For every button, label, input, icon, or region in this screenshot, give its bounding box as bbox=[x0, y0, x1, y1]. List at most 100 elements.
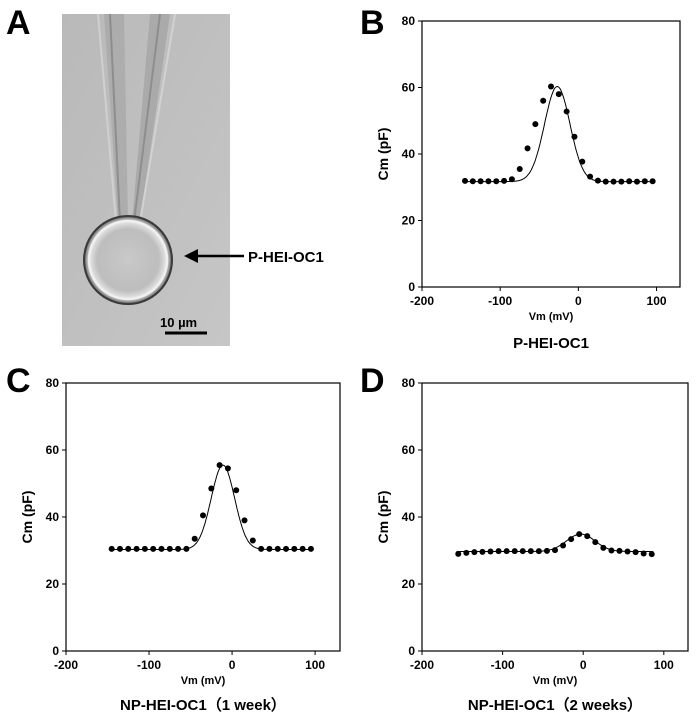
data-point bbox=[191, 535, 198, 542]
panel-letter-b: B bbox=[360, 4, 385, 42]
y-axis-title: Cm (pF) bbox=[375, 128, 391, 181]
x-tick-label: -200 bbox=[410, 658, 434, 672]
data-point bbox=[495, 548, 502, 555]
micrograph: P-HEI-OC1 10 µm bbox=[62, 13, 324, 346]
data-point bbox=[584, 533, 591, 540]
data-point bbox=[469, 178, 476, 185]
data-point bbox=[125, 545, 132, 552]
data-point bbox=[592, 539, 599, 546]
y-tick-label: 80 bbox=[402, 14, 416, 28]
data-point bbox=[477, 178, 484, 185]
data-point bbox=[616, 547, 623, 554]
panel-letter-a: A bbox=[6, 4, 31, 42]
pipette-icon bbox=[97, 13, 176, 223]
data-point bbox=[576, 531, 583, 538]
data-point bbox=[540, 97, 547, 104]
x-axis-title: Vm (mV) bbox=[533, 675, 578, 687]
cell-body bbox=[83, 215, 173, 305]
chart-d: -200 -100 0 100 0 20 40 60 80 Vm (mV) Cm (pF) NP-HE… bbox=[375, 376, 689, 714]
plot-frame bbox=[421, 20, 681, 288]
scale-bar-label: 10 µm bbox=[160, 315, 197, 330]
chart-c: -200 -100 0 100 0 20 40 60 80 Vm (mV) Cm (pF) NP-HE… bbox=[19, 376, 341, 714]
data-point bbox=[274, 545, 281, 552]
data-point bbox=[283, 545, 290, 552]
x-tick-label: -200 bbox=[410, 294, 434, 308]
x-tick-label: -100 bbox=[491, 658, 515, 672]
x-tick-label: 0 bbox=[580, 658, 587, 672]
data-point bbox=[618, 178, 625, 185]
y-tick-label: 60 bbox=[46, 443, 60, 457]
y-tick-label: 0 bbox=[408, 280, 415, 294]
data-point bbox=[508, 176, 515, 183]
data-point bbox=[560, 542, 567, 549]
y-tick-label: 40 bbox=[402, 147, 416, 161]
panel-letter-c: C bbox=[6, 362, 31, 400]
chart-caption: P-HEI-OC1 bbox=[513, 335, 589, 352]
y-tick-label: 80 bbox=[46, 376, 60, 390]
data-point bbox=[485, 178, 492, 185]
x-axis-title: Vm (mV) bbox=[529, 311, 574, 323]
data-point bbox=[166, 545, 173, 552]
data-point bbox=[640, 550, 647, 557]
data-point bbox=[532, 121, 539, 128]
data-point bbox=[626, 178, 633, 185]
data-point bbox=[519, 548, 526, 555]
x-tick-label: -200 bbox=[54, 658, 78, 672]
y-axis-title: Cm (pF) bbox=[375, 491, 391, 544]
data-point bbox=[594, 177, 601, 184]
y-tick-label: 0 bbox=[52, 644, 59, 658]
data-point bbox=[524, 145, 531, 152]
data-point bbox=[249, 537, 256, 544]
x-tick-label: 0 bbox=[575, 294, 582, 308]
data-point bbox=[548, 83, 554, 90]
y-tick-label: 40 bbox=[402, 510, 416, 524]
data-point bbox=[624, 548, 631, 555]
data-point bbox=[141, 545, 148, 552]
y-tick-label: 60 bbox=[402, 81, 416, 95]
data-point bbox=[299, 545, 306, 552]
data-point bbox=[649, 178, 656, 185]
y-tick-label: 40 bbox=[46, 510, 60, 524]
data-point bbox=[641, 178, 648, 185]
data-point bbox=[224, 465, 231, 472]
fit-curve bbox=[463, 85, 655, 183]
data-point bbox=[568, 536, 575, 543]
y-tick-label: 20 bbox=[46, 577, 60, 591]
x-axis-title: Vm (mV) bbox=[181, 675, 226, 687]
data-point bbox=[200, 512, 206, 519]
data-point bbox=[258, 545, 265, 552]
plot-frame bbox=[421, 382, 689, 652]
data-point bbox=[511, 548, 518, 555]
data-point bbox=[632, 549, 639, 556]
data-point bbox=[108, 545, 115, 552]
fit-curve bbox=[110, 464, 313, 550]
data-point bbox=[516, 165, 523, 172]
data-point bbox=[183, 545, 190, 552]
chart-caption: NP-HEI-OC1（1 week） bbox=[120, 696, 286, 714]
data-point bbox=[479, 548, 486, 555]
x-tick-label: -100 bbox=[137, 658, 161, 672]
data-point bbox=[527, 548, 534, 555]
chart-b: -200 -100 0 100 0 20 40 60 80 Vm (mV) Cm (pF) P-HEI… bbox=[375, 14, 681, 352]
data-point bbox=[291, 545, 298, 552]
data-point bbox=[555, 91, 562, 98]
x-tick-label: -100 bbox=[488, 294, 512, 308]
data-point bbox=[233, 487, 240, 494]
data-point bbox=[487, 548, 494, 555]
x-tick-label: 100 bbox=[654, 658, 674, 672]
data-point bbox=[133, 545, 140, 552]
y-axis-title: Cm (pF) bbox=[19, 491, 35, 544]
x-tick-label: 100 bbox=[305, 658, 325, 672]
data-point bbox=[241, 517, 248, 524]
data-point bbox=[471, 549, 478, 556]
data-point bbox=[455, 550, 462, 557]
y-tick-label: 60 bbox=[402, 443, 416, 457]
data-point bbox=[587, 173, 594, 180]
data-point bbox=[175, 545, 182, 552]
x-tick-label: 100 bbox=[647, 294, 667, 308]
panel-letter-d: D bbox=[360, 362, 385, 400]
y-tick-label: 20 bbox=[402, 577, 416, 591]
data-point bbox=[462, 177, 468, 184]
data-point bbox=[116, 545, 123, 552]
